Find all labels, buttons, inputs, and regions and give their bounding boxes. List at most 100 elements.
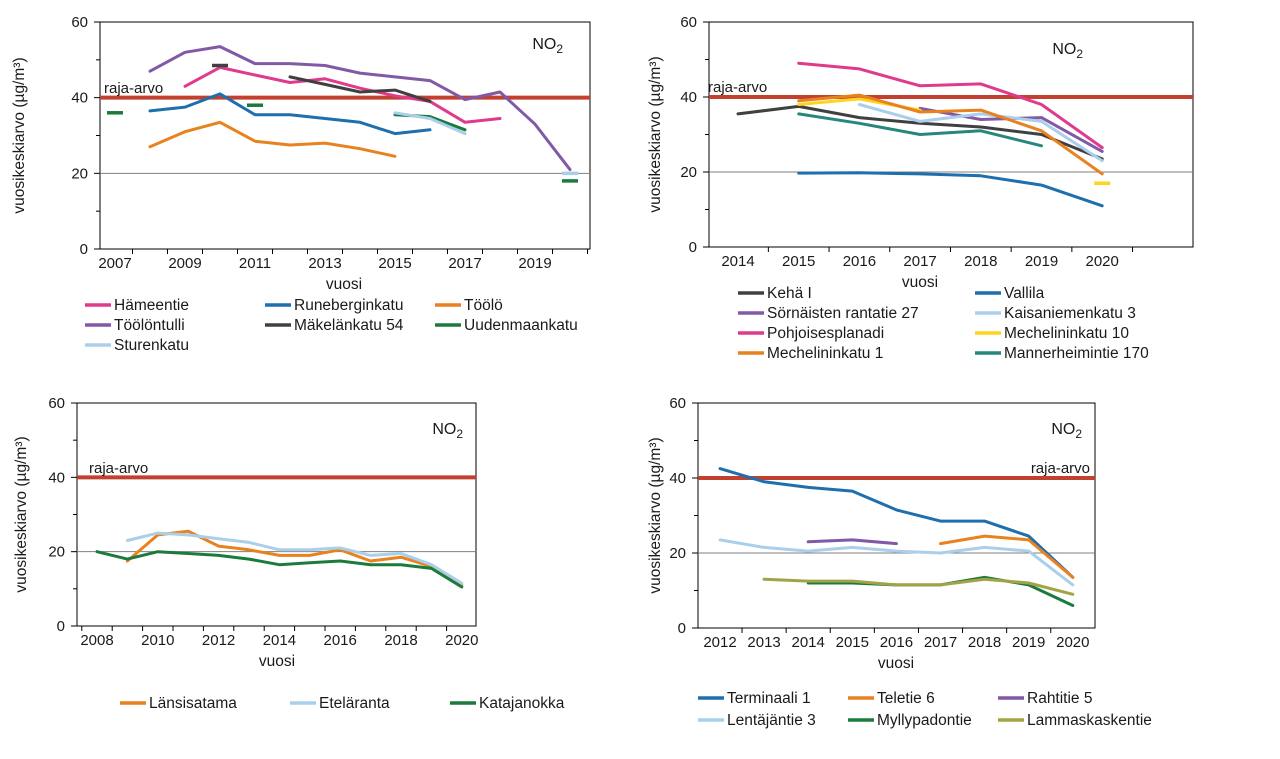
x-tick-label: 2019 bbox=[1025, 253, 1058, 270]
x-axis-title: vuosi bbox=[259, 653, 295, 670]
x-tick-label: 2009 bbox=[168, 255, 201, 272]
limit-line-label: raja-arvo bbox=[89, 460, 148, 477]
legend-item-katajanokka: Katajanokka bbox=[450, 695, 565, 712]
series-line-terminaali-1 bbox=[718, 467, 1075, 579]
y-tick-label: 40 bbox=[48, 469, 65, 486]
series-line-etelaranta bbox=[125, 531, 464, 585]
legend-item-teletie-6: Teletie 6 bbox=[848, 690, 935, 707]
y-tick-label: 40 bbox=[669, 470, 686, 487]
legend-item-keha-i: Kehä I bbox=[738, 285, 812, 302]
series-line-mannerheimintie-170 bbox=[797, 112, 1043, 148]
series-line-pohjoisesplanadi bbox=[797, 61, 1104, 150]
x-tick-label: 2020 bbox=[1086, 253, 1119, 270]
legend-item-mechelininkatu-10: Mechelininkatu 10 bbox=[975, 325, 1129, 342]
x-tick-label: 2015 bbox=[378, 255, 411, 272]
legend-item-uudenmaankatu: Uudenmaankatu bbox=[435, 317, 578, 334]
series-line-teletie-6 bbox=[939, 534, 1075, 579]
x-tick-label: 2013 bbox=[747, 634, 780, 651]
legend-item-rahtitie-5: Rahtitie 5 bbox=[998, 690, 1092, 707]
x-tick-label: 2015 bbox=[836, 634, 869, 651]
limit-line-label: raja-arvo bbox=[104, 80, 163, 97]
legend-label-makelankatu-54: Mäkelänkatu 54 bbox=[294, 317, 404, 334]
legend-label-mechelininkatu-1: Mechelininkatu 1 bbox=[767, 345, 883, 362]
x-tick-label: 2020 bbox=[445, 632, 478, 649]
y-tick-label: 20 bbox=[680, 164, 697, 181]
legend-label-runeberginkatu: Runeberginkatu bbox=[294, 297, 403, 314]
legend-label-myllypadontie: Myllypadontie bbox=[877, 712, 972, 729]
y-tick-label: 40 bbox=[71, 90, 88, 107]
gas-label-no2: NO2 bbox=[532, 36, 563, 56]
legend-label-lentajantie-3: Lentäjäntie 3 bbox=[727, 712, 816, 729]
legend-label-mannerheimintie-170: Mannerheimintie 170 bbox=[1004, 345, 1149, 362]
legend-label-lansisatama: Länsisatama bbox=[149, 695, 237, 712]
limit-line-label: raja-arvo bbox=[708, 79, 767, 96]
gas-label-no2: NO2 bbox=[1051, 421, 1082, 441]
legend-item-makelankatu-54: Mäkelänkatu 54 bbox=[265, 317, 404, 334]
x-tick-label: 2016 bbox=[880, 634, 913, 651]
legend-label-sornaisten-rantatie-27: Sörnäisten rantatie 27 bbox=[767, 305, 919, 322]
legend-item-sturenkatu: Sturenkatu bbox=[85, 337, 189, 354]
x-axis-title: vuosi bbox=[902, 274, 938, 291]
x-tick-label: 2015 bbox=[782, 253, 815, 270]
x-tick-label: 2017 bbox=[903, 253, 936, 270]
legend-item-myllypadontie: Myllypadontie bbox=[848, 712, 972, 729]
chart-top-left-streets: 0 20 40 60 2007 2009 2011 2013 2015 2017 2019 vuosi… bbox=[0, 0, 640, 380]
x-tick-label: 2018 bbox=[384, 632, 417, 649]
legend-label-toolo: Töölö bbox=[464, 297, 503, 314]
series-line-makelankatu-54 bbox=[288, 75, 432, 103]
legend-item-lentajantie-3: Lentäjäntie 3 bbox=[698, 712, 816, 729]
y-axis-title: vuosikeskiarvo (µg/m³) bbox=[647, 56, 664, 212]
y-axis-title: vuosikeskiarvo (µg/m³) bbox=[647, 437, 664, 593]
y-tick-label: 20 bbox=[48, 544, 65, 561]
legend-item-lansisatama: Länsisatama bbox=[120, 695, 237, 712]
x-tick-label: 2008 bbox=[80, 632, 113, 649]
legend-item-terminaali-1: Terminaali 1 bbox=[698, 690, 811, 707]
y-tick-label: 60 bbox=[48, 395, 65, 412]
legend-label-sturenkatu: Sturenkatu bbox=[114, 337, 189, 354]
chart-svg-top-right: 0 20 40 60 2014 2015 2016 2017 2018 2019 2020 vuosi… bbox=[647, 14, 1194, 362]
legend-label-mechelininkatu-10: Mechelininkatu 10 bbox=[1004, 325, 1129, 342]
legend-item-lammaskaskentie: Lammaskaskentie bbox=[998, 712, 1152, 729]
x-tick-label: 2017 bbox=[924, 634, 957, 651]
legend-item-toolo: Töölö bbox=[435, 297, 503, 314]
chart-top-right-streets: 0 20 40 60 2014 2015 2016 2017 2018 2019 2020 vuosi… bbox=[640, 0, 1280, 380]
legend-label-hameentie: Hämeentie bbox=[114, 297, 189, 314]
y-tick-label: 60 bbox=[680, 14, 697, 31]
plot-border bbox=[708, 21, 1194, 248]
legend-label-toolontulli: Töölöntulli bbox=[114, 317, 185, 334]
legend-item-kaisaniemenkatu-3: Kaisaniemenkatu 3 bbox=[975, 305, 1136, 322]
legend-label-etelaranta: Eteläranta bbox=[319, 695, 390, 712]
x-tick-label: 2019 bbox=[1012, 634, 1045, 651]
y-tick-label: 60 bbox=[669, 395, 686, 412]
legend-label-vallila: Vallila bbox=[1004, 285, 1045, 302]
legend-label-kaisaniemenkatu-3: Kaisaniemenkatu 3 bbox=[1004, 305, 1136, 322]
x-tick-label: 2014 bbox=[263, 632, 296, 649]
x-tick-label: 2018 bbox=[968, 634, 1001, 651]
legend-item-vallila: Vallila bbox=[975, 285, 1045, 302]
legend-label-katajanokka: Katajanokka bbox=[479, 695, 565, 712]
plot-border bbox=[76, 402, 477, 627]
x-tick-label: 2012 bbox=[703, 634, 736, 651]
x-axis-title: vuosi bbox=[326, 276, 362, 293]
series-line-kaisaniemenkatu-3 bbox=[857, 103, 1104, 163]
legend-item-toolontulli: Töölöntulli bbox=[85, 317, 185, 334]
series-line-lentajantie-3 bbox=[718, 538, 1075, 587]
x-tick-label: 2019 bbox=[518, 255, 551, 272]
series-line-runeberginkatu bbox=[148, 92, 432, 136]
series-line-lammaskaskentie bbox=[762, 577, 1075, 596]
legend-item-mechelininkatu-1: Mechelininkatu 1 bbox=[738, 345, 883, 362]
x-tick-label: 2010 bbox=[141, 632, 174, 649]
chart-svg-bottom-right: 0 20 40 60 2012 2013 2014 2015 2016 2017 2018 2019 2… bbox=[647, 395, 1152, 729]
x-tick-label: 2020 bbox=[1056, 634, 1089, 651]
series-line-rahtitie-5 bbox=[806, 538, 898, 546]
x-tick-label: 2014 bbox=[721, 253, 754, 270]
legend-label-pohjoisesplanadi: Pohjoisesplanadi bbox=[767, 325, 884, 342]
series-line-toolo bbox=[148, 120, 397, 158]
y-tick-label: 0 bbox=[57, 618, 65, 635]
y-tick-label: 0 bbox=[689, 239, 697, 256]
y-tick-label: 60 bbox=[71, 14, 88, 31]
legend-item-runeberginkatu: Runeberginkatu bbox=[265, 297, 403, 314]
series-line-hameentie bbox=[183, 65, 502, 124]
series-line-vallila bbox=[797, 171, 1104, 208]
